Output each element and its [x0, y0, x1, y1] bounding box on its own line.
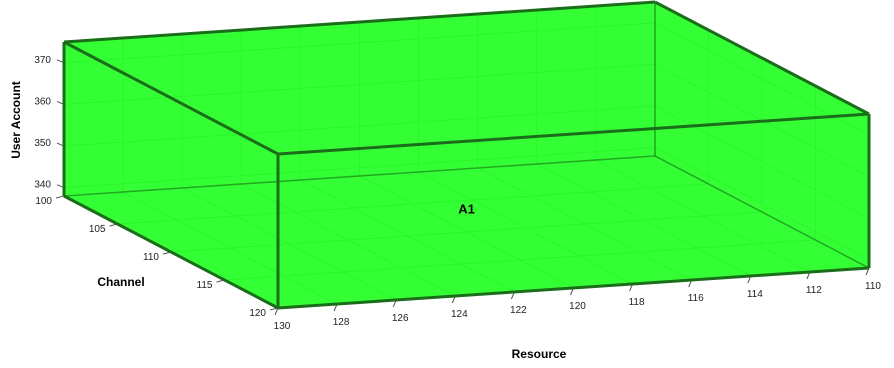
x-tick-label: 124: [451, 309, 468, 320]
data-boxes: A1: [62, 0, 871, 310]
box-face-left: [64, 42, 278, 308]
z-tick-label: 360: [34, 96, 51, 107]
x-tick-label: 118: [629, 297, 645, 308]
x-tick-label: 130: [274, 321, 291, 332]
x-tick-label: 122: [510, 305, 527, 316]
box-edge-hidden: [654, 155, 870, 269]
y-tick-label: 100: [35, 196, 52, 207]
box-label: A1: [458, 202, 475, 217]
box-edge: [654, 0, 870, 116]
box-face-front: [278, 114, 869, 308]
box-edge: [63, 194, 279, 310]
x-axis-label: Resource: [512, 347, 567, 361]
x-tick-label: 120: [569, 301, 586, 312]
y-tick-label: 105: [89, 224, 106, 235]
x-tick-label: 110: [865, 281, 881, 292]
x-tick-label: 116: [688, 293, 704, 304]
box-edge: [277, 112, 870, 156]
z-tick-label: 370: [34, 55, 51, 66]
y-tick-label: 115: [197, 280, 213, 291]
y-axis-label: Channel: [97, 275, 144, 289]
x-tick-label: 112: [806, 285, 822, 296]
x-tick: [274, 307, 279, 316]
box-edge: [63, 40, 279, 156]
z-tick-label: 340: [34, 180, 51, 191]
y-tick: [55, 195, 65, 199]
x-tick-label: 114: [747, 289, 763, 300]
box-edge: [277, 266, 870, 310]
z-tick-label: 350: [34, 138, 51, 149]
y-tick-label: 110: [143, 252, 159, 263]
z-axis-label: User Account: [9, 81, 23, 159]
y-tick-label: 120: [249, 308, 266, 319]
x-tick-label: 128: [333, 317, 350, 328]
box-edge-hidden: [63, 155, 656, 197]
box-face-top: [64, 2, 869, 154]
box-edge: [63, 0, 656, 44]
x-tick-label: 126: [392, 313, 409, 324]
